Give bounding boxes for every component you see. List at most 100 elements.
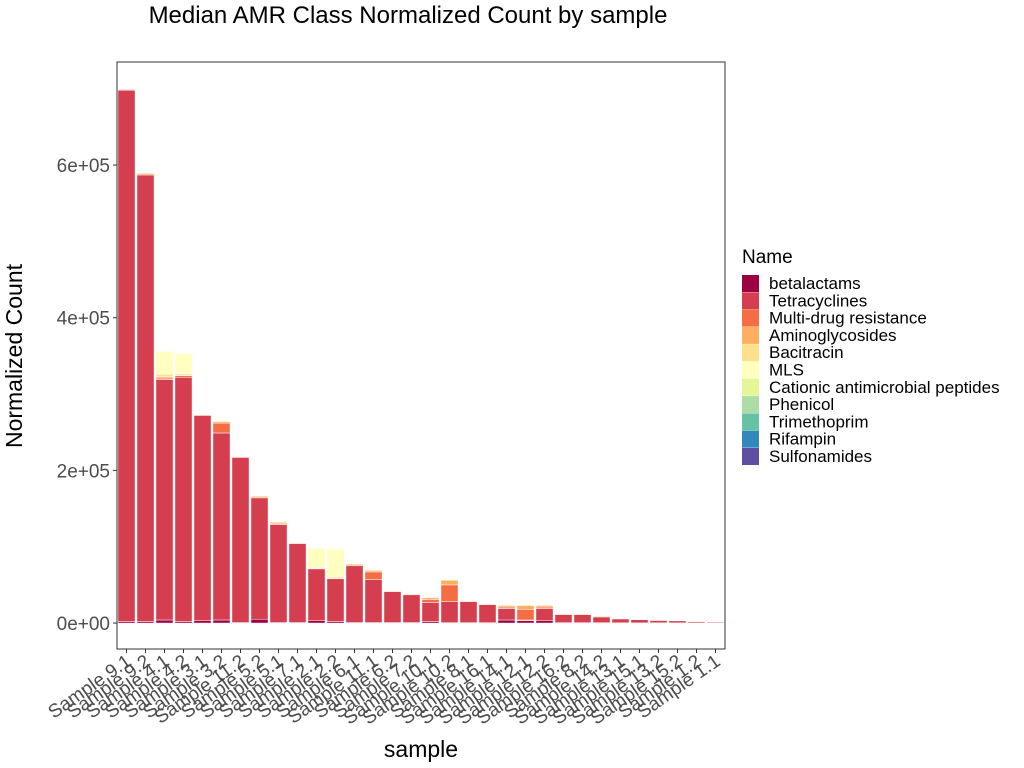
legend-label: MLS bbox=[769, 361, 804, 380]
bar-segment bbox=[478, 603, 497, 605]
bar-segment bbox=[592, 616, 611, 623]
bars-layer bbox=[117, 89, 725, 624]
bar-segment bbox=[383, 591, 402, 623]
bar-segment bbox=[402, 594, 421, 623]
bar-segment bbox=[554, 614, 573, 623]
legend-swatch bbox=[742, 275, 759, 292]
bar-segment bbox=[193, 414, 212, 416]
legend-label: betalactams bbox=[769, 274, 861, 293]
bar-segment bbox=[288, 542, 307, 544]
bar-segment bbox=[535, 620, 554, 624]
bar-segment bbox=[402, 593, 421, 596]
bar-segment bbox=[459, 600, 478, 602]
bar-segment bbox=[231, 457, 250, 623]
legend-swatch bbox=[742, 378, 759, 396]
bar-segment bbox=[155, 619, 174, 624]
bar-segment bbox=[307, 620, 326, 624]
legend-title: Name bbox=[742, 247, 793, 268]
bar-segment bbox=[136, 173, 155, 176]
bar-segment bbox=[307, 568, 326, 622]
bar-segment bbox=[668, 620, 687, 622]
legend-swatch bbox=[742, 448, 759, 465]
y-axis-title: Normalized Count bbox=[1, 263, 27, 448]
bar-segment bbox=[421, 599, 440, 603]
bar-segment bbox=[288, 543, 307, 623]
bar-segment bbox=[497, 605, 516, 608]
bar-segment bbox=[269, 522, 288, 525]
bar-segment bbox=[535, 608, 554, 622]
bar-segment bbox=[706, 621, 725, 623]
bar-segment bbox=[250, 618, 269, 624]
legend-label: Rifampin bbox=[769, 430, 836, 449]
bar-segment bbox=[421, 597, 440, 600]
bar-segment bbox=[212, 432, 231, 621]
bar-segment bbox=[307, 547, 326, 568]
bar-segment bbox=[155, 379, 174, 621]
legend-label: Tetracyclines bbox=[769, 291, 867, 310]
bar-segment bbox=[611, 618, 630, 624]
bar-segment bbox=[136, 174, 155, 622]
bar-segment bbox=[516, 620, 535, 624]
bar-segment bbox=[459, 601, 478, 623]
bar-segment bbox=[174, 377, 193, 622]
x-axis-title: sample bbox=[384, 736, 458, 762]
bar-segment bbox=[516, 609, 535, 621]
y-axis: 0e+00 2e+05 4e+05 6e+05 bbox=[57, 156, 117, 635]
legend-swatch bbox=[742, 430, 759, 448]
bar-segment bbox=[250, 496, 269, 499]
bar-segment bbox=[250, 497, 269, 620]
bar-segment bbox=[611, 618, 630, 620]
legend-swatch bbox=[742, 413, 759, 431]
legend-swatch bbox=[742, 361, 759, 379]
bar-segment bbox=[440, 584, 459, 602]
bar-segment bbox=[497, 619, 516, 624]
bar-segment bbox=[174, 353, 193, 374]
bar-segment bbox=[554, 613, 573, 615]
bar-segment bbox=[440, 601, 459, 623]
chart-title: Median AMR Class Normalized Count by sam… bbox=[149, 2, 668, 29]
bar-segment bbox=[592, 615, 611, 618]
bar-segment bbox=[212, 619, 231, 624]
bar-segment bbox=[497, 608, 516, 621]
bar-segment bbox=[212, 422, 231, 434]
bar-segment bbox=[421, 602, 440, 622]
bar-segment bbox=[117, 89, 136, 622]
legend-swatch bbox=[742, 292, 759, 310]
bar-segment bbox=[326, 578, 345, 622]
bar-segment bbox=[364, 571, 383, 580]
bar-segment bbox=[212, 421, 231, 424]
bar-segment bbox=[573, 613, 592, 615]
bar-segment bbox=[155, 373, 174, 377]
legend-label: Multi-drug resistance bbox=[769, 309, 927, 328]
y-tick-label: 2e+05 bbox=[57, 461, 110, 482]
bar-segment bbox=[573, 614, 592, 623]
bar-segment bbox=[630, 619, 649, 624]
bar-segment bbox=[345, 565, 364, 623]
bar-segment bbox=[269, 524, 288, 623]
legend: Name betalactamsTetracyclinesMulti-drug … bbox=[742, 247, 1000, 466]
plot-panel-border bbox=[116, 61, 726, 650]
bar-segment bbox=[155, 351, 174, 375]
bar-segment bbox=[231, 456, 250, 458]
bar-segment bbox=[535, 605, 554, 608]
bar-segment bbox=[345, 564, 364, 567]
legend-label: Cationic antimicrobial peptides bbox=[769, 378, 1000, 397]
legend-swatch bbox=[742, 326, 759, 344]
legend-label: Bacitracin bbox=[769, 343, 844, 362]
legend-swatch bbox=[742, 396, 759, 414]
bar-segment bbox=[440, 580, 459, 586]
legend-label: Sulfonamides bbox=[769, 447, 872, 466]
y-tick-label: 4e+05 bbox=[57, 309, 110, 330]
legend-swatch bbox=[742, 309, 759, 327]
bar-segment bbox=[687, 620, 706, 622]
bar-segment bbox=[364, 579, 383, 623]
legend-label: Phenicol bbox=[769, 395, 834, 414]
bar-segment bbox=[630, 618, 649, 620]
y-tick-label: 0e+00 bbox=[57, 614, 110, 635]
bar-segment bbox=[516, 605, 535, 610]
legend-label: Aminoglycosides bbox=[769, 326, 897, 345]
bar-segment bbox=[383, 590, 402, 593]
y-tick-label: 6e+05 bbox=[57, 156, 110, 177]
